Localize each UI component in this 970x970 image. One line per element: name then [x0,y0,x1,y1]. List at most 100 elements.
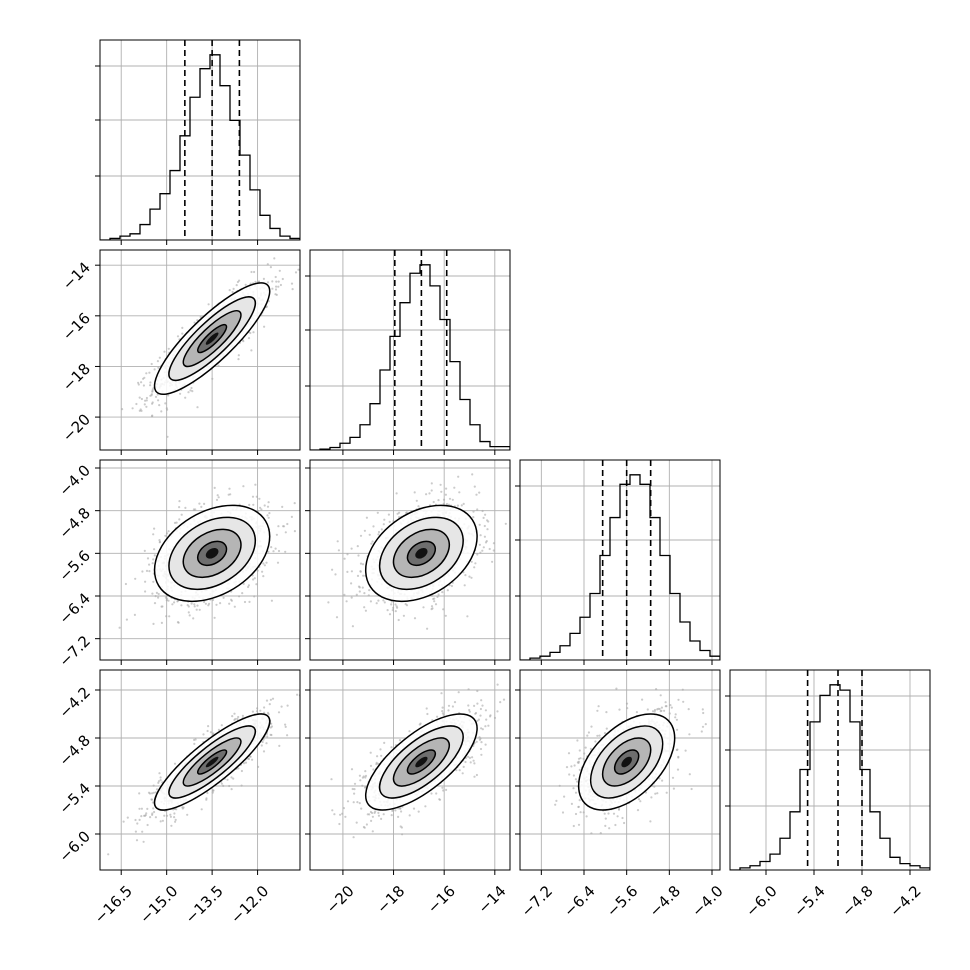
sample-point [157,596,160,599]
contour-0 [196,749,228,775]
sample-point [95,426,97,428]
sample-point [333,813,336,816]
sample-point [359,779,362,782]
sample-point [220,782,223,785]
sample-point [440,490,443,493]
sample-point [408,730,411,733]
sample-point [137,381,140,384]
sample-point [150,362,153,366]
sample-point [417,810,420,813]
sample-point [138,792,141,795]
sample-point [166,814,169,817]
sample-point [475,773,478,777]
sample-point [263,504,266,507]
sample-point [282,525,285,528]
histogram-1 [310,264,510,450]
sample-point [478,736,481,739]
sample-point [126,816,129,819]
sample-point [211,598,215,602]
sample-point [237,354,240,357]
sample-point [521,473,523,475]
sample-point [269,266,272,269]
panel-2-0: −4.0−4.8−5.6−6.4−7.2 [56,459,301,670]
sample-point [265,561,268,564]
sample-point [339,813,342,816]
sample-point [437,593,440,596]
histogram-0 [100,54,300,240]
sample-point [359,562,363,565]
sample-point [153,548,156,551]
sample-point [483,524,486,528]
sample-point [482,516,485,520]
sample-point [439,483,442,486]
sample-point [145,405,148,408]
sample-point [200,808,203,811]
sample-point [442,498,446,501]
sample-point [361,563,365,566]
sample-point [237,767,240,770]
sample-point [400,810,403,813]
sample-point [136,822,139,825]
sample-point [481,549,484,552]
sample-point [247,585,250,589]
sample-point [377,533,380,536]
sample-point [237,358,240,361]
sample-point [146,823,149,827]
sample-point [265,742,268,745]
sample-point [358,590,361,593]
sample-point [425,493,428,496]
sample-point [364,609,367,612]
sample-point [138,396,141,399]
sample-point [365,823,368,826]
sample-point [178,500,181,503]
sample-point [263,711,266,714]
sample-point [143,403,146,406]
sample-point [261,570,264,573]
sample-point [290,515,293,519]
sample-point [405,604,409,607]
sample-point [277,549,281,553]
sample-point [158,541,161,544]
sample-point [472,759,475,762]
sample-point [178,518,181,521]
panel-frame [309,459,511,661]
sample-point [165,532,169,535]
sample-point [458,491,461,494]
y-tick-label: −5.4 [56,779,94,817]
sample-point [203,502,206,505]
sample-point [247,584,250,587]
contour-0 [196,323,228,354]
sample-point [145,372,148,375]
sample-point [145,396,148,400]
sample-point [233,712,236,715]
sample-point [433,600,436,603]
sample-point [226,778,229,781]
sample-point [159,820,162,823]
sample-point [153,368,156,371]
sample-point [141,570,144,573]
panel-frame [99,669,301,871]
sample-point [267,501,270,504]
sample-point [157,592,160,596]
sample-point [242,485,245,488]
sample-point [124,582,127,586]
sample-point [244,761,248,764]
sample-point [468,708,471,712]
sample-point [163,814,166,817]
y-tick-label: −6.4 [56,589,94,627]
sample-point [158,772,161,775]
sample-point [169,813,172,816]
sample-point [472,516,475,519]
sample-point [140,815,143,818]
sample-point [273,257,276,260]
sample-point [457,475,460,478]
sample-point [446,589,449,592]
sample-point [166,435,169,438]
sample-point [122,820,125,823]
sample-point [148,371,151,374]
sample-point [176,621,180,624]
sample-point [193,742,196,746]
sample-point [266,263,269,266]
sample-point [207,725,210,728]
sample-point [153,554,156,557]
